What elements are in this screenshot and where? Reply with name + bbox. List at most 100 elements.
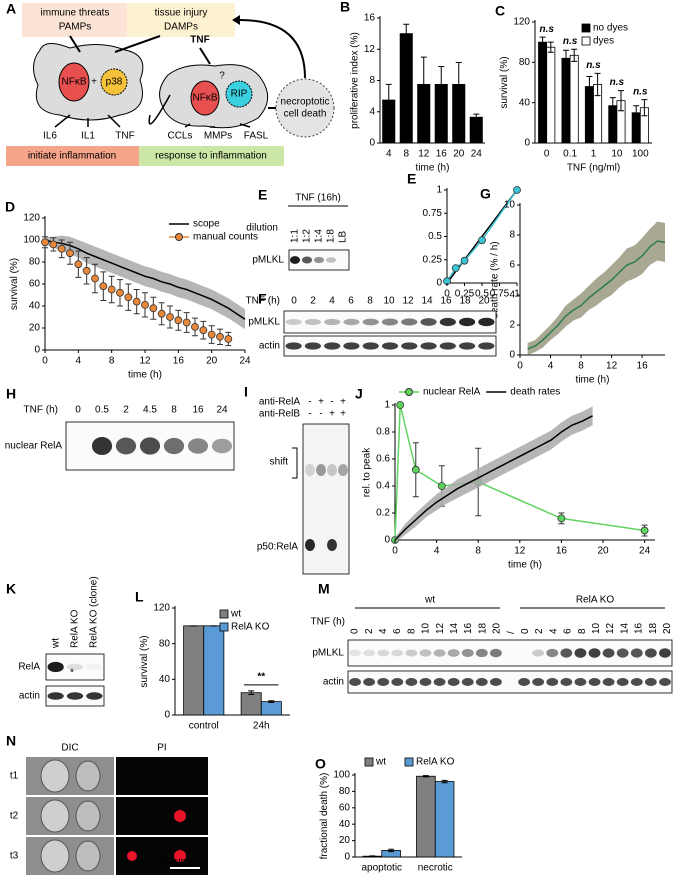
blot-band <box>139 437 161 455</box>
lane-label: 8 <box>406 628 417 634</box>
bar <box>399 33 413 144</box>
point <box>174 316 183 325</box>
bar <box>569 54 579 144</box>
blot-band <box>546 678 559 686</box>
y-tick-label: 8 <box>509 230 515 241</box>
annotation: n.s <box>563 36 578 47</box>
lane-label: 1:8 <box>326 229 337 243</box>
x-tick-label: 0 <box>544 149 550 160</box>
plus: + <box>91 77 97 88</box>
x-tick-label: 10 <box>611 149 623 160</box>
point <box>74 260 83 269</box>
phase-box <box>139 146 284 166</box>
cell-image <box>75 800 101 832</box>
panel-label: B <box>340 0 350 15</box>
tnf-label: TNF <box>190 35 209 46</box>
x-tick-label: 4 <box>434 546 440 557</box>
x-axis-label: time (h) <box>576 375 610 386</box>
point <box>166 313 174 321</box>
point <box>99 282 108 291</box>
pi-image <box>116 797 208 835</box>
line <box>527 240 666 350</box>
y-tick-label: 120 <box>513 17 530 28</box>
row-label: pMLKL <box>248 317 280 328</box>
lane-label: 0 <box>520 628 531 634</box>
blot-band <box>377 678 390 686</box>
blot-band <box>327 464 337 476</box>
y-tick-label: 0.75 <box>423 208 443 219</box>
blot-band <box>461 678 474 686</box>
x-tick-label: 16 <box>556 546 568 557</box>
legend-swatch <box>581 36 591 46</box>
point <box>207 330 216 339</box>
band <box>395 406 593 543</box>
injury-box <box>127 3 235 37</box>
row-label: actin <box>19 691 40 702</box>
lane-label: 0 <box>291 296 297 307</box>
bar <box>546 46 556 144</box>
blot-band <box>301 256 313 264</box>
blot-band <box>458 317 476 327</box>
lane-label: 20 <box>662 622 673 634</box>
threat-box <box>22 3 127 37</box>
blot-band <box>47 661 64 673</box>
x-tick-label: 16 <box>637 361 649 372</box>
panel-label: O <box>315 756 326 772</box>
pi-signal <box>127 851 137 861</box>
cell-image <box>75 840 101 872</box>
blot-band <box>285 319 302 325</box>
panel-label: M <box>318 581 330 597</box>
bar <box>469 116 483 144</box>
line <box>394 404 645 541</box>
arrow <box>114 35 161 53</box>
panel-label: A <box>6 1 16 17</box>
line <box>44 239 246 320</box>
blot-band <box>343 318 360 326</box>
x-tick-label: 24 <box>639 546 651 557</box>
error-bar <box>617 90 624 112</box>
blot-band <box>211 438 233 454</box>
point <box>116 288 124 297</box>
row-label: pMLKL <box>252 255 284 266</box>
sign: + <box>329 409 335 420</box>
point <box>460 256 469 265</box>
row-header: TNF (h) <box>311 617 345 628</box>
point <box>57 244 66 253</box>
x-axis-label: time (h) <box>508 560 542 571</box>
blot-band <box>115 437 137 455</box>
x-tick-label: 0.5 <box>475 289 489 300</box>
point <box>199 326 208 335</box>
lane-label: 10 <box>421 622 432 634</box>
scale-label: 50 µm <box>161 857 189 868</box>
point <box>411 465 420 474</box>
y-axis-label: survival (%) <box>139 635 150 687</box>
condition-label: anti-RelA <box>259 397 300 408</box>
x-tick-label: 0.75 <box>490 289 510 300</box>
legend-swatch <box>364 757 374 767</box>
node-label: p38 <box>106 77 123 88</box>
blot-band <box>391 649 404 657</box>
point <box>224 335 233 343</box>
blot-band <box>439 342 456 350</box>
row-label: nuclear RelA <box>5 441 63 452</box>
legend-label: manual counts <box>193 232 258 243</box>
blot-band <box>659 648 671 658</box>
y-axis-label: survival (%) <box>9 258 20 310</box>
lane-label: wt <box>51 638 62 649</box>
dic-image <box>26 837 114 875</box>
panel-label: E <box>407 171 416 187</box>
x-tick-label: 20 <box>206 356 218 367</box>
legend-swatch <box>219 622 229 632</box>
y-axis-label: death rate (% / h) <box>490 241 501 318</box>
lane-label: 1:2 <box>302 229 313 243</box>
blot-band <box>478 317 495 327</box>
arrow <box>69 35 81 53</box>
legend-label: wt <box>230 609 241 620</box>
error-bar <box>441 779 448 784</box>
band-label: p50:RelA <box>257 542 298 553</box>
blot-band <box>461 648 474 658</box>
arrowhead <box>232 15 240 25</box>
y-tick-label: 120 <box>153 603 170 614</box>
lane-label: 8 <box>171 405 177 416</box>
node-label: NFκB <box>62 77 87 88</box>
